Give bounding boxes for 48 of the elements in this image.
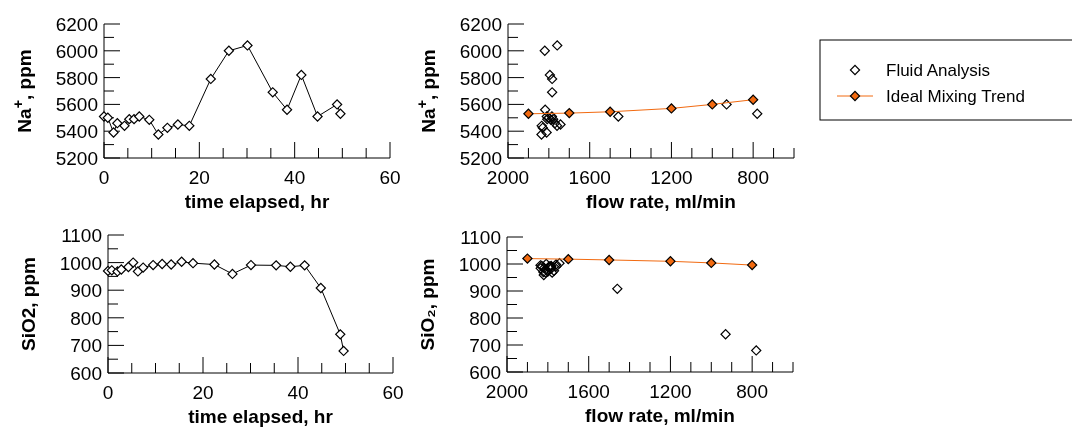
x-tick-label: 2000: [485, 381, 529, 402]
y-tick-label: 5600: [55, 94, 98, 116]
y-tick-label: 1000: [59, 252, 102, 274]
x-axis-title: time elapsed, hr: [184, 191, 330, 212]
y-axis-title: SiO₂, ppm: [417, 258, 438, 351]
y-tick-label: 6200: [55, 14, 98, 35]
y-tick-label: 800: [469, 308, 501, 329]
x-axis-title: time elapsed, hr: [188, 406, 334, 427]
y-tick-label: 900: [70, 280, 102, 302]
y-tick-label: 600: [70, 363, 102, 384]
x-axis-title: flow rate, ml/min: [586, 191, 736, 212]
y-tick-label: 1100: [61, 225, 102, 246]
y-tick-label: 5400: [459, 121, 502, 143]
y-tick-label: 600: [469, 362, 501, 383]
x-tick-label: 20: [188, 167, 210, 188]
y-tick-label: 1100: [460, 227, 501, 248]
legend-label: Ideal Mixing Trend: [886, 87, 1025, 106]
x-tick-label: 20: [192, 382, 214, 403]
y-tick-label: 6200: [459, 14, 502, 35]
x-axis-title: flow rate, ml/min: [585, 405, 735, 426]
x-tick-label: 800: [737, 167, 769, 188]
y-tick-label: 5600: [459, 94, 502, 116]
x-tick-label: 60: [382, 382, 404, 403]
y-tick-label: 700: [70, 335, 102, 357]
legend-label: Fluid Analysis: [886, 61, 990, 80]
y-tick-label: 5400: [55, 121, 98, 143]
x-tick-label: 1200: [650, 167, 693, 188]
x-tick-label: 1600: [568, 167, 611, 188]
y-tick-label: 6000: [55, 40, 98, 62]
y-tick-label: 1000: [458, 254, 501, 275]
x-tick-label: 60: [379, 167, 401, 188]
y-axis-title: SiO2, ppm: [18, 257, 39, 351]
x-tick-label: 1600: [567, 381, 610, 402]
y-tick-label: 700: [469, 335, 501, 356]
x-tick-label: 800: [736, 381, 768, 402]
x-tick-label: 2000: [486, 167, 530, 188]
x-tick-label: 40: [287, 382, 309, 403]
x-tick-label: 0: [102, 382, 114, 403]
y-tick-label: 5200: [459, 148, 502, 169]
y-tick-label: 5200: [55, 148, 98, 169]
x-tick-label: 40: [284, 167, 306, 188]
x-tick-label: 0: [98, 167, 110, 188]
y-tick-label: 900: [469, 281, 501, 302]
y-tick-label: 6000: [459, 40, 502, 62]
x-tick-label: 1200: [649, 381, 692, 402]
y-tick-label: 5800: [55, 67, 98, 89]
y-tick-label: 800: [70, 307, 102, 329]
y-tick-label: 5800: [459, 67, 502, 89]
